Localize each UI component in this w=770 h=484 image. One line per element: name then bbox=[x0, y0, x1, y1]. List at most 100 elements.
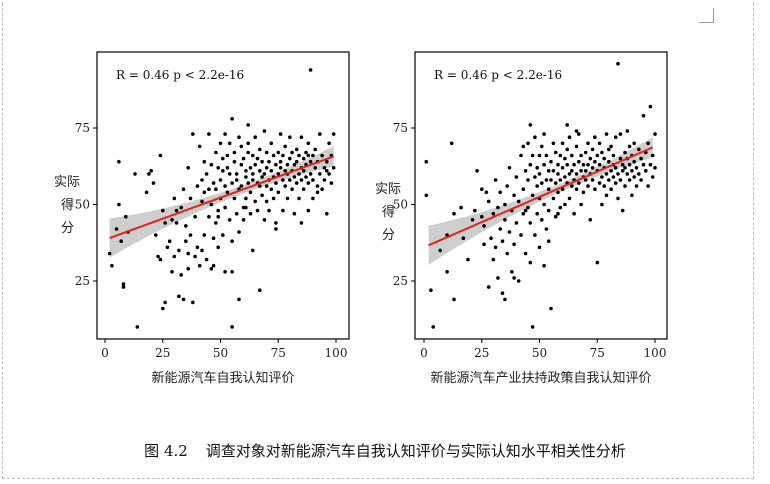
data-point bbox=[329, 181, 334, 185]
data-point bbox=[244, 175, 248, 179]
data-point bbox=[523, 208, 528, 213]
data-point bbox=[214, 150, 218, 155]
data-point bbox=[248, 211, 253, 216]
data-point bbox=[322, 166, 327, 170]
y-tick-label: 75 bbox=[393, 121, 408, 135]
data-point bbox=[489, 236, 493, 240]
data-point bbox=[306, 141, 311, 146]
data-point bbox=[239, 144, 244, 149]
data-point bbox=[161, 306, 165, 311]
data-point bbox=[177, 294, 181, 299]
data-point bbox=[611, 153, 616, 158]
data-point bbox=[634, 166, 639, 170]
data-point bbox=[461, 236, 466, 240]
data-point bbox=[620, 208, 625, 213]
data-point bbox=[239, 184, 244, 188]
data-point bbox=[572, 162, 576, 167]
data-point bbox=[318, 172, 322, 176]
data-point bbox=[623, 184, 627, 188]
data-point bbox=[301, 187, 306, 191]
data-point bbox=[556, 211, 560, 216]
data-point bbox=[204, 257, 209, 262]
data-point bbox=[262, 129, 267, 133]
data-point bbox=[227, 172, 232, 176]
data-point bbox=[269, 141, 274, 146]
data-point bbox=[292, 175, 297, 179]
data-point bbox=[637, 172, 641, 176]
data-point bbox=[304, 175, 308, 179]
data-point bbox=[193, 214, 197, 219]
data-point bbox=[186, 267, 190, 271]
data-point bbox=[549, 306, 553, 311]
data-point bbox=[149, 169, 153, 173]
data-point bbox=[565, 162, 569, 167]
data-point bbox=[253, 135, 257, 139]
data-point bbox=[253, 162, 257, 167]
data-point bbox=[306, 153, 311, 158]
data-point bbox=[542, 202, 546, 207]
data-point bbox=[276, 190, 281, 195]
data-point bbox=[653, 166, 657, 170]
data-point bbox=[570, 184, 574, 188]
regression-line bbox=[109, 155, 335, 239]
data-point bbox=[630, 193, 634, 198]
data-point bbox=[167, 239, 172, 243]
data-point bbox=[172, 196, 177, 201]
data-point bbox=[625, 129, 630, 133]
data-point bbox=[544, 153, 549, 158]
data-point bbox=[553, 214, 558, 219]
data-point bbox=[544, 227, 549, 231]
data-point bbox=[482, 224, 486, 228]
data-point bbox=[533, 135, 537, 139]
data-point bbox=[174, 208, 179, 213]
data-point bbox=[528, 260, 533, 265]
data-point bbox=[563, 175, 567, 179]
data-point bbox=[653, 132, 657, 136]
data-point bbox=[505, 184, 510, 188]
data-point bbox=[586, 141, 590, 146]
data-point bbox=[567, 196, 572, 201]
data-point bbox=[202, 233, 207, 237]
data-point bbox=[325, 211, 329, 216]
data-point bbox=[313, 166, 318, 170]
data-point bbox=[637, 147, 641, 152]
data-point bbox=[274, 162, 278, 167]
data-point bbox=[500, 239, 505, 243]
data-point bbox=[274, 227, 278, 231]
data-point bbox=[505, 251, 510, 256]
data-point bbox=[535, 166, 539, 170]
data-point bbox=[558, 178, 563, 182]
data-point bbox=[623, 166, 627, 170]
data-point bbox=[558, 153, 563, 158]
data-point bbox=[308, 172, 313, 176]
data-point bbox=[216, 214, 220, 219]
data-point bbox=[588, 156, 593, 161]
data-point bbox=[218, 141, 223, 146]
data-point bbox=[574, 172, 579, 176]
data-point bbox=[620, 169, 625, 173]
data-point bbox=[209, 267, 214, 271]
data-point bbox=[174, 221, 179, 225]
data-point bbox=[590, 166, 595, 170]
data-point bbox=[297, 196, 301, 201]
data-point bbox=[251, 172, 255, 176]
data-point bbox=[188, 196, 193, 201]
data-point bbox=[313, 147, 318, 152]
data-point bbox=[452, 297, 456, 302]
data-point bbox=[542, 132, 546, 136]
data-point bbox=[248, 190, 253, 195]
data-point bbox=[320, 187, 324, 191]
data-point bbox=[271, 196, 276, 201]
data-point bbox=[546, 239, 551, 243]
data-point bbox=[248, 166, 253, 170]
data-point bbox=[602, 156, 606, 161]
data-point bbox=[639, 178, 643, 182]
data-point bbox=[234, 178, 239, 182]
data-point bbox=[121, 282, 126, 286]
data-point bbox=[507, 230, 512, 234]
data-point bbox=[258, 288, 262, 293]
data-point bbox=[516, 279, 521, 283]
data-point bbox=[512, 276, 516, 280]
data-point bbox=[623, 150, 627, 155]
y-axis-label: 实际得分 bbox=[375, 182, 401, 243]
